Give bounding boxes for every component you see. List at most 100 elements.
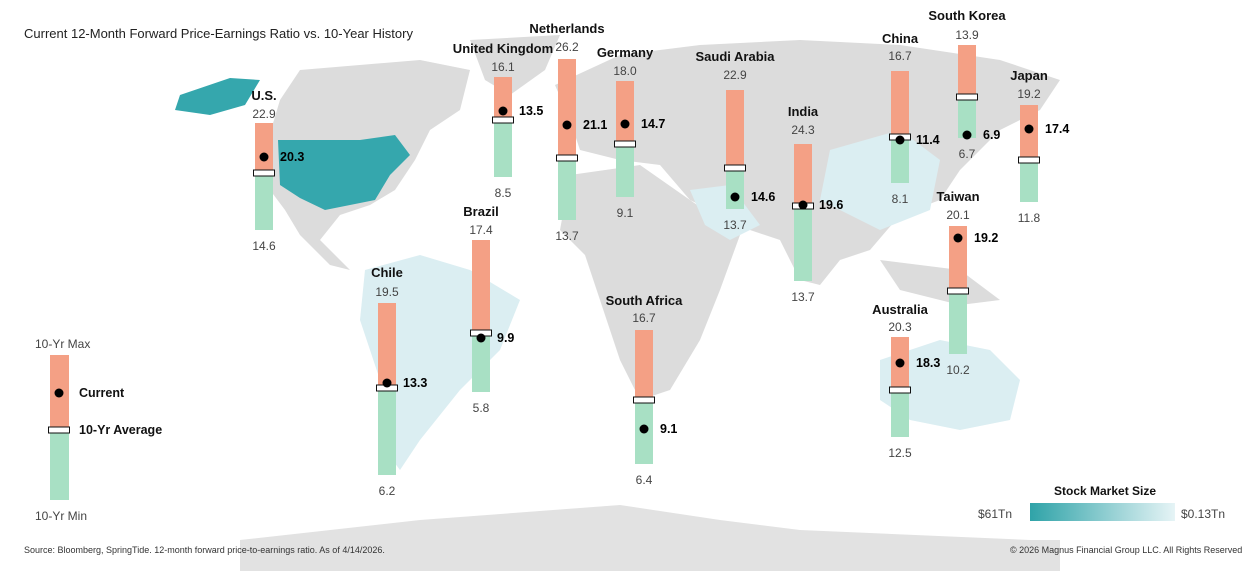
size-gradient (1030, 503, 1175, 521)
current-value-label: 19.6 (819, 197, 844, 212)
country-name: U.S. (251, 88, 277, 103)
current-dot (639, 424, 649, 434)
max-value-label: 22.9 (723, 68, 747, 82)
size-scale-title: Stock Market Size (1054, 484, 1157, 498)
current-dot (620, 119, 630, 129)
current-dot (1024, 124, 1034, 134)
legend-current-dot (54, 388, 64, 398)
below-average-bar (1020, 160, 1038, 202)
above-average-bar (891, 71, 909, 138)
africa (560, 165, 740, 400)
max-value-label: 16.1 (491, 60, 515, 74)
above-average-bar (726, 90, 744, 168)
greenland (470, 35, 560, 95)
max-value-label: 13.9 (955, 28, 979, 42)
se-asia (880, 260, 1000, 305)
above-average-bar (794, 144, 812, 207)
max-value-label: 17.4 (469, 223, 493, 237)
country-name: Germany (596, 45, 654, 60)
max-value-label: 16.7 (888, 49, 912, 63)
max-value-label: 20.1 (946, 208, 970, 222)
legend-average-marker (48, 426, 70, 434)
above-average-bar (378, 303, 396, 389)
country-name: South Africa (605, 293, 683, 308)
average-marker (947, 287, 969, 295)
below-average-bar (255, 173, 273, 230)
max-value-label: 22.9 (252, 107, 276, 121)
below-average-bar (378, 388, 396, 475)
min-value-label: 10.2 (946, 363, 970, 377)
current-dot (476, 333, 486, 343)
current-dot (953, 233, 963, 243)
country-name: Chile (371, 265, 403, 280)
below-average-bar (494, 120, 512, 177)
arabia-region (690, 185, 760, 240)
below-average-bar (958, 96, 976, 138)
above-average-bar (255, 123, 273, 174)
china-region (820, 130, 940, 230)
current-dot (730, 192, 740, 202)
source-note: Source: Bloomberg, SpringTide. 12-month … (24, 545, 385, 555)
min-value-label: 13.7 (555, 229, 579, 243)
current-value-label: 17.4 (1045, 121, 1070, 136)
average-marker (614, 140, 636, 148)
max-value-label: 19.5 (375, 285, 399, 299)
legend-min-label: 10-Yr Min (35, 509, 88, 523)
chart-title: Current 12-Month Forward Price-Earnings … (24, 26, 413, 41)
country-name: Taiwan (936, 189, 980, 204)
min-value-label: 14.6 (252, 239, 276, 253)
legend-current-label: Current (79, 386, 125, 400)
country-name: Brazil (463, 204, 499, 219)
min-value-label: 13.7 (723, 218, 747, 232)
max-value-label: 20.3 (888, 320, 912, 334)
legend-below-bar (50, 430, 69, 500)
current-value-label: 19.2 (974, 230, 999, 245)
max-value-label: 16.7 (632, 311, 656, 325)
below-average-bar (616, 143, 634, 197)
current-dot (498, 106, 508, 116)
country-name: South Korea (928, 8, 1006, 23)
copyright: © 2026 Magnus Financial Group LLC. All R… (1010, 545, 1243, 555)
above-average-bar (949, 226, 967, 291)
country-name: United Kingdom (452, 41, 554, 56)
above-average-bar (558, 59, 576, 159)
min-value-label: 5.8 (472, 401, 490, 415)
legend-average-label: 10-Yr Average (79, 423, 163, 437)
current-value-label: 13.5 (519, 104, 544, 119)
country-name: Saudi Arabia (695, 49, 775, 64)
current-dot (259, 152, 269, 162)
min-value-label: 8.5 (494, 186, 512, 200)
min-value-label: 6.7 (958, 147, 976, 161)
max-value-label: 19.2 (1017, 87, 1041, 101)
max-value-label: 24.3 (791, 123, 815, 137)
below-average-bar (794, 206, 812, 281)
min-value-label: 6.4 (635, 473, 653, 487)
min-value-label: 6.2 (378, 484, 396, 498)
above-average-bar (635, 330, 653, 401)
current-dot (895, 135, 905, 145)
size-scale-high: $61Tn (978, 507, 1013, 521)
antarctica (240, 505, 1060, 571)
current-value-label: 9.1 (660, 421, 678, 436)
min-value-label: 9.1 (616, 206, 634, 220)
average-marker (556, 154, 578, 162)
below-average-bar (891, 137, 909, 183)
current-dot (962, 130, 972, 140)
min-value-label: 13.7 (791, 290, 815, 304)
average-marker (889, 386, 911, 394)
size-scale-low: $0.13Tn (1181, 507, 1226, 521)
australia (880, 340, 1020, 430)
current-value-label: 20.3 (280, 149, 305, 164)
current-dot (895, 358, 905, 368)
current-value-label: 14.7 (641, 117, 666, 131)
min-value-label: 8.1 (891, 192, 909, 206)
above-average-bar (616, 81, 634, 144)
current-value-label: 14.6 (751, 190, 776, 205)
current-dot (798, 200, 808, 210)
current-value-label: 6.9 (983, 128, 1001, 143)
max-value-label: 26.2 (555, 40, 579, 54)
average-marker (956, 93, 978, 101)
average-marker (633, 396, 655, 404)
current-value-label: 13.3 (403, 376, 428, 391)
